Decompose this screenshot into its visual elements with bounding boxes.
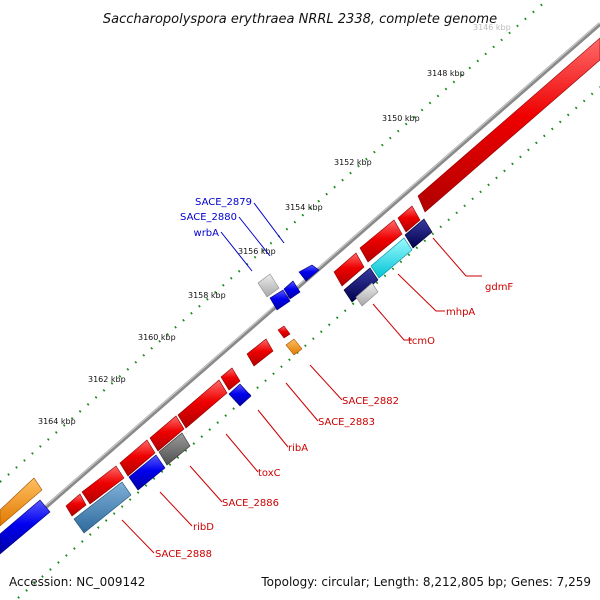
label-sace2886[interactable]: SACE_2886: [222, 498, 279, 509]
gene-ribD[interactable]: [81, 465, 125, 505]
label-sace2880[interactable]: SACE_2880: [180, 212, 237, 223]
gene-tcmO[interactable]: [343, 267, 379, 303]
reverse-features: [0, 218, 433, 555]
label-sace2888[interactable]: SACE_2888: [155, 549, 212, 560]
gene-sace2880[interactable]: [283, 280, 301, 300]
label-wrbA[interactable]: wrbA: [194, 228, 220, 239]
gene-toxC[interactable]: [177, 379, 228, 429]
backbone-line: [0, 22, 600, 549]
gene-blue-left[interactable]: [0, 499, 51, 555]
tick-label: 3164 kbp: [38, 417, 76, 426]
gene-orange-small[interactable]: [285, 338, 303, 356]
tick-label: 3160 kbp: [138, 333, 176, 342]
gene-blue-small[interactable]: [228, 383, 252, 407]
label-sace2879[interactable]: SACE_2879: [195, 197, 252, 208]
inner-tick-track: [17, 86, 600, 599]
gene-tcmO-light[interactable]: [355, 282, 379, 307]
label-toxC[interactable]: toxC: [258, 468, 281, 479]
label-sace2882[interactable]: SACE_2882: [342, 396, 399, 407]
label-mhpA[interactable]: mhpA: [446, 307, 475, 318]
gene-lightgrey[interactable]: [257, 273, 280, 298]
gene-ribA[interactable]: [220, 367, 241, 391]
gene-red-segment[interactable]: [397, 205, 421, 233]
gene-red-segment[interactable]: [333, 252, 365, 287]
gene-mhpA[interactable]: [370, 237, 413, 279]
label-sace2883[interactable]: SACE_2883: [318, 417, 375, 428]
tick-label: 3154 kbp: [285, 203, 323, 212]
outer-tick-track: [0, 0, 549, 483]
gene-blue[interactable]: [128, 454, 166, 491]
map-title: Saccharopolyspora erythraea NRRL 2338, c…: [103, 12, 497, 27]
gene-wrbA[interactable]: [269, 289, 291, 311]
gene-sace2886[interactable]: [149, 415, 185, 452]
label-ribD[interactable]: ribD: [193, 522, 214, 533]
gene-red-segment[interactable]: [65, 493, 87, 517]
tick-label: 3152 kbp: [334, 158, 372, 167]
tick-label: 3146 kbp: [473, 23, 511, 32]
label-gdmF[interactable]: gdmF: [485, 282, 513, 293]
forward-features: [0, 37, 600, 527]
tick-label: 3156 kbp: [238, 247, 276, 256]
label-ribA[interactable]: ribA: [288, 443, 308, 454]
reverse-label-connectors: [121, 237, 482, 554]
forward-gene-labels: SACE_2879 SACE_2880 wrbA: [180, 197, 252, 239]
gene-navy[interactable]: [404, 218, 433, 249]
tick-label: 3162 kbp: [88, 375, 126, 384]
forward-label-connectors: [220, 202, 285, 272]
gene-gdmF-arrow[interactable]: [417, 37, 600, 213]
gene-grey[interactable]: [158, 432, 191, 466]
gene-sace2883[interactable]: [246, 338, 274, 367]
tick-label: 3150 kbp: [382, 114, 420, 123]
gene-red-segment[interactable]: [359, 219, 403, 263]
genome-summary-text: Topology: circular; Length: 8,212,805 bp…: [260, 575, 591, 589]
backbone-highlight: [0, 22, 600, 546]
gene-sace2888[interactable]: [73, 481, 132, 534]
label-tcmO[interactable]: tcmO: [408, 336, 435, 347]
tick-label: 3158 kbp: [188, 291, 226, 300]
gene-red-segment[interactable]: [119, 439, 156, 477]
tick-labels: 3146 kbp 3148 kbp 3150 kbp 3152 kbp 3154…: [38, 23, 511, 426]
reverse-gene-labels: gdmF mhpA tcmO SACE_2882 SACE_2883 ribA …: [155, 282, 513, 560]
gene-orange-left[interactable]: [0, 477, 43, 527]
tick-label: 3148 kbp: [427, 69, 465, 78]
gene-sace2882[interactable]: [277, 325, 291, 339]
accession-text: Accession: NC_009142: [9, 575, 145, 589]
gene-sace2879[interactable]: [298, 264, 320, 282]
